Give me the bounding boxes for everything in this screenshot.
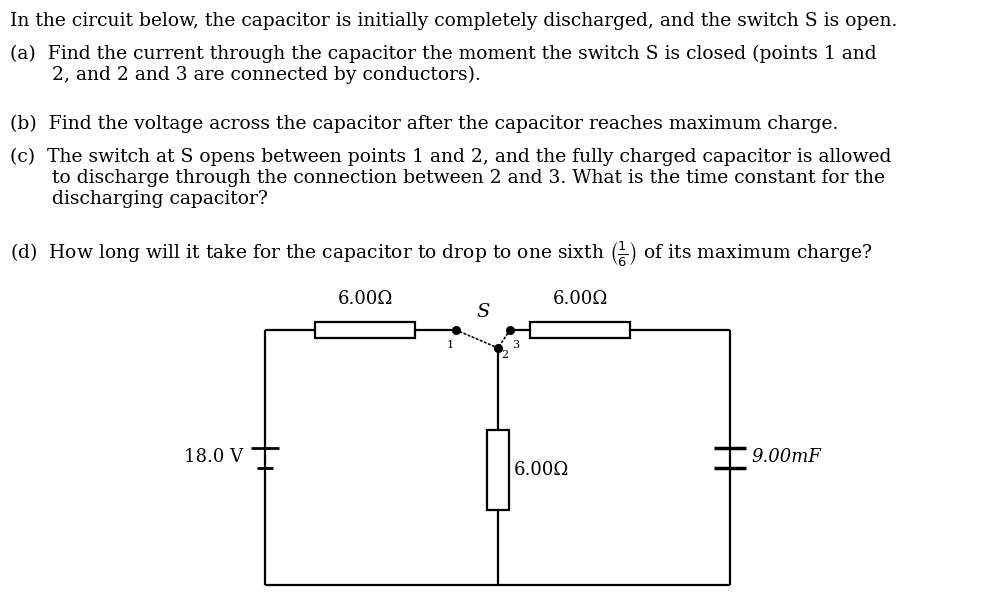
Text: 1: 1 [447,340,454,350]
Text: 6.00Ω: 6.00Ω [514,461,570,479]
Bar [487,430,509,510]
Text: S: S [476,303,490,321]
Text: (c)  The switch at S opens between points 1 and 2, and the fully charged capacit: (c) The switch at S opens between points… [10,148,891,208]
Text: 6.00Ω: 6.00Ω [338,290,392,308]
Text: In the circuit below, the capacitor is initially completely discharged, and the : In the circuit below, the capacitor is i… [10,12,897,30]
Text: (a)  Find the current through the capacitor the moment the switch S is closed (p: (a) Find the current through the capacit… [10,45,876,84]
Bar [315,322,415,338]
Text: 18.0 V: 18.0 V [184,448,243,466]
Text: 6.00Ω: 6.00Ω [553,290,608,308]
Text: (d)  How long will it take for the capacitor to drop to one sixth $\left(\frac{1: (d) How long will it take for the capaci… [10,240,872,269]
Text: 3: 3 [512,340,519,350]
Text: 9.00mF: 9.00mF [751,448,821,466]
Bar [530,322,630,338]
Text: 2: 2 [501,350,508,360]
Text: (b)  Find the voltage across the capacitor after the capacitor reaches maximum c: (b) Find the voltage across the capacito… [10,115,839,133]
